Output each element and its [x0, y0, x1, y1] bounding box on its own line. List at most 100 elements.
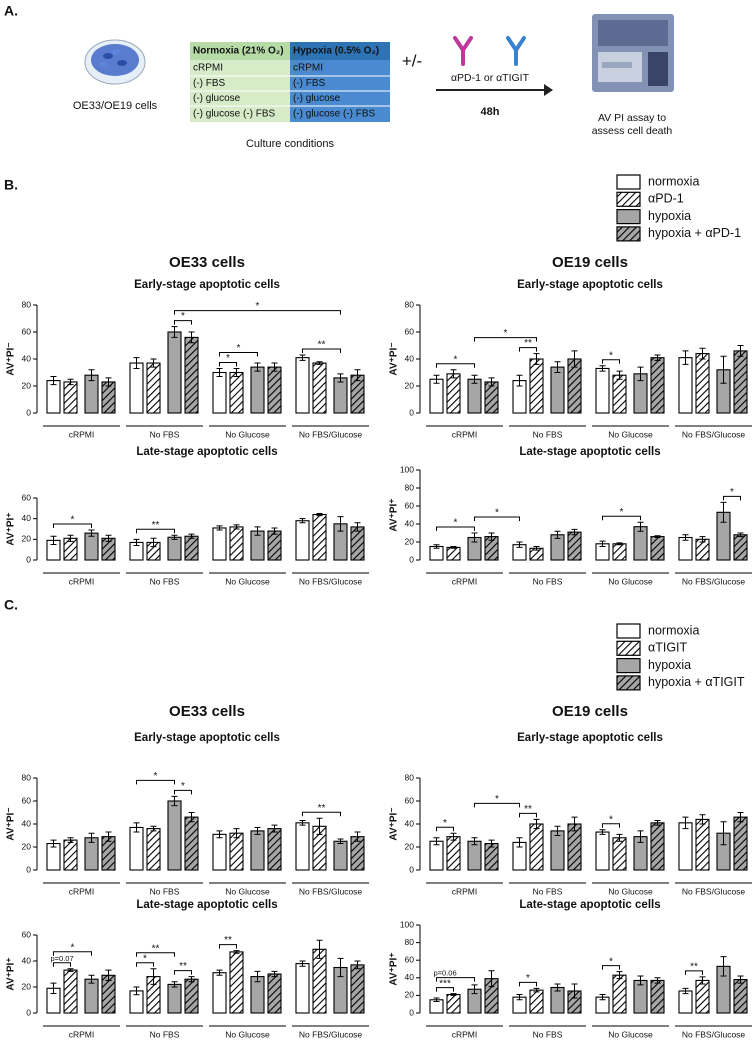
table-cell: cRPMI — [193, 63, 223, 74]
significance-bracket — [136, 528, 175, 534]
plus-minus: +/- — [402, 51, 422, 70]
error-bar — [254, 526, 261, 536]
error-bar — [516, 374, 523, 387]
y-tick-label: 40 — [22, 513, 32, 523]
bar — [46, 842, 61, 871]
error-bar — [699, 814, 706, 825]
y-tick-label: 60 — [405, 795, 415, 805]
error-bar — [599, 994, 606, 1001]
y-axis-label: AV⁺PI⁺ — [389, 952, 400, 985]
error-bar — [171, 534, 178, 540]
significance-bracket — [474, 802, 520, 808]
bar — [446, 836, 461, 871]
error-bar — [133, 538, 140, 547]
error-bar — [271, 362, 278, 372]
x-tick-label: No FBS/Glucose — [299, 576, 363, 586]
result-label: assess cell death — [592, 125, 673, 137]
error-bar — [216, 830, 223, 839]
bar — [333, 840, 348, 871]
error-bar — [433, 374, 440, 384]
bar — [612, 374, 627, 414]
error-bar — [488, 970, 495, 988]
y-tick-label: 0 — [26, 1007, 31, 1017]
bar — [733, 816, 748, 871]
error-bar — [271, 527, 278, 535]
bar — [595, 831, 610, 871]
error-bar — [105, 831, 112, 842]
significance-bracket — [519, 347, 537, 352]
error-bar — [88, 529, 95, 537]
bar — [650, 979, 665, 1014]
bar — [229, 526, 244, 561]
panel-label: B. — [4, 177, 18, 193]
y-tick-label: 100 — [400, 464, 414, 474]
bar — [129, 362, 144, 414]
significance-bracket — [302, 811, 341, 817]
bar — [733, 350, 748, 414]
bar — [529, 823, 544, 871]
error-bar — [654, 354, 661, 361]
error-bar — [50, 535, 57, 545]
error-bar — [471, 837, 478, 846]
legend-swatch — [616, 226, 641, 242]
error-bar — [299, 820, 306, 826]
y-axis-label: AV⁺PI⁺ — [6, 957, 17, 990]
significance-label: ** — [318, 803, 326, 814]
y-tick-label: 0 — [26, 407, 31, 417]
error-bar — [271, 824, 278, 833]
significance-label: * — [226, 353, 230, 364]
significance-bracket — [174, 320, 192, 325]
significance-label: * — [454, 354, 458, 365]
bar — [312, 513, 327, 561]
bar — [295, 357, 310, 414]
error-bar — [105, 377, 112, 387]
y-tick-label: 60 — [22, 326, 32, 336]
y-tick-label: 60 — [405, 954, 415, 964]
legend-swatch — [616, 209, 641, 225]
x-tick-label: cRPMI — [69, 576, 95, 586]
bar — [295, 963, 310, 1014]
significance-bracket — [436, 363, 475, 368]
significance-label: ** — [690, 962, 698, 973]
table-cell: (-) glucose (-) FBS — [293, 109, 376, 120]
bar — [333, 377, 348, 414]
y-tick-label: 60 — [22, 795, 32, 805]
bar — [267, 366, 282, 414]
error-bar — [433, 837, 440, 846]
error-bar — [450, 993, 457, 996]
y-tick-label: 0 — [409, 407, 414, 417]
bar — [446, 546, 461, 561]
bar — [146, 362, 161, 414]
y-tick-label: 60 — [405, 326, 415, 336]
legend-swatch — [616, 675, 641, 691]
x-tick-label: cRPMI — [452, 886, 478, 896]
y-tick-label: 60 — [22, 929, 32, 939]
y-tick-label: 60 — [405, 500, 415, 510]
error-bar — [571, 350, 578, 368]
significance-bracket — [474, 516, 520, 521]
y-axis-label: AV⁺PI⁻ — [6, 807, 17, 840]
error-bar — [720, 501, 727, 523]
error-bar — [554, 983, 561, 992]
error-bar — [150, 537, 157, 548]
error-bar — [88, 832, 95, 843]
error-bar — [654, 535, 661, 538]
bar — [212, 833, 227, 871]
significance-label: ** — [152, 943, 160, 954]
significance-label: * — [609, 350, 613, 361]
significance-label: ** — [524, 804, 532, 815]
error-bar — [720, 355, 727, 384]
significance-bracket — [436, 987, 454, 992]
error-bar — [682, 350, 689, 365]
chart-subtitle: Late-stage apoptotic cells — [136, 899, 277, 911]
bar — [167, 331, 182, 414]
error-bar — [637, 830, 644, 843]
significance-bracket — [723, 495, 741, 501]
error-bar — [737, 812, 744, 823]
significance-label: ** — [224, 935, 232, 946]
error-bar — [67, 837, 74, 843]
error-bar — [471, 374, 478, 384]
error-bar — [450, 832, 457, 841]
